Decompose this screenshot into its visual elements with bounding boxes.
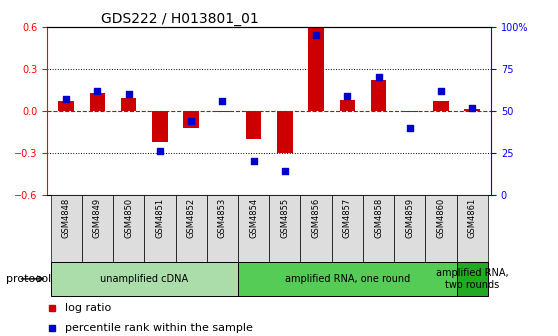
Bar — [464, 110, 480, 111]
Bar — [371, 80, 386, 111]
Text: GSM4851: GSM4851 — [155, 198, 165, 238]
Text: GSM4854: GSM4854 — [249, 198, 258, 238]
Bar — [184, 111, 199, 128]
Point — [187, 118, 196, 124]
Text: GSM4849: GSM4849 — [93, 198, 102, 238]
FancyBboxPatch shape — [363, 195, 394, 262]
Point — [405, 125, 414, 130]
Point — [156, 149, 165, 154]
Text: GSM4861: GSM4861 — [468, 198, 477, 239]
FancyBboxPatch shape — [82, 195, 113, 262]
Text: GSM4858: GSM4858 — [374, 198, 383, 239]
Text: GSM4860: GSM4860 — [436, 198, 445, 239]
Text: amplified RNA,
two rounds: amplified RNA, two rounds — [436, 268, 508, 290]
Point — [280, 169, 289, 174]
FancyBboxPatch shape — [300, 195, 331, 262]
FancyBboxPatch shape — [51, 195, 82, 262]
Bar — [246, 111, 262, 139]
FancyBboxPatch shape — [425, 195, 456, 262]
Bar — [433, 101, 449, 111]
Point — [218, 98, 227, 103]
Text: amplified RNA, one round: amplified RNA, one round — [285, 274, 410, 284]
FancyBboxPatch shape — [238, 195, 270, 262]
Text: GSM4859: GSM4859 — [405, 198, 415, 238]
FancyBboxPatch shape — [176, 195, 207, 262]
Text: GSM4853: GSM4853 — [218, 198, 227, 239]
FancyBboxPatch shape — [456, 195, 488, 262]
FancyBboxPatch shape — [207, 195, 238, 262]
Point — [468, 105, 477, 110]
FancyBboxPatch shape — [331, 195, 363, 262]
Bar — [121, 98, 137, 111]
Point — [93, 88, 102, 93]
Bar — [402, 111, 417, 112]
Point — [124, 91, 133, 97]
Text: GSM4857: GSM4857 — [343, 198, 352, 239]
FancyBboxPatch shape — [113, 195, 145, 262]
Bar — [277, 111, 292, 153]
Bar — [215, 111, 230, 112]
Text: GSM4848: GSM4848 — [62, 198, 71, 239]
Text: GSM4850: GSM4850 — [124, 198, 133, 238]
Text: log ratio: log ratio — [65, 303, 112, 313]
Text: GDS222 / H013801_01: GDS222 / H013801_01 — [100, 12, 258, 26]
Text: percentile rank within the sample: percentile rank within the sample — [65, 323, 253, 333]
Bar — [90, 93, 105, 111]
Point — [436, 88, 445, 93]
Bar — [339, 100, 355, 111]
Point — [311, 33, 320, 38]
Point — [343, 93, 352, 98]
FancyBboxPatch shape — [270, 195, 300, 262]
FancyBboxPatch shape — [238, 262, 456, 296]
Text: GSM4855: GSM4855 — [280, 198, 290, 238]
Bar — [59, 101, 74, 111]
Bar — [152, 111, 168, 142]
Text: GSM4852: GSM4852 — [186, 198, 196, 238]
Point — [62, 96, 71, 102]
FancyBboxPatch shape — [394, 195, 425, 262]
Text: protocol: protocol — [6, 274, 51, 284]
FancyBboxPatch shape — [51, 262, 238, 296]
FancyBboxPatch shape — [145, 195, 176, 262]
Point — [374, 75, 383, 80]
Point — [249, 159, 258, 164]
Text: GSM4856: GSM4856 — [311, 198, 321, 239]
Bar — [308, 27, 324, 111]
FancyBboxPatch shape — [456, 262, 488, 296]
Text: unamplified cDNA: unamplified cDNA — [100, 274, 189, 284]
